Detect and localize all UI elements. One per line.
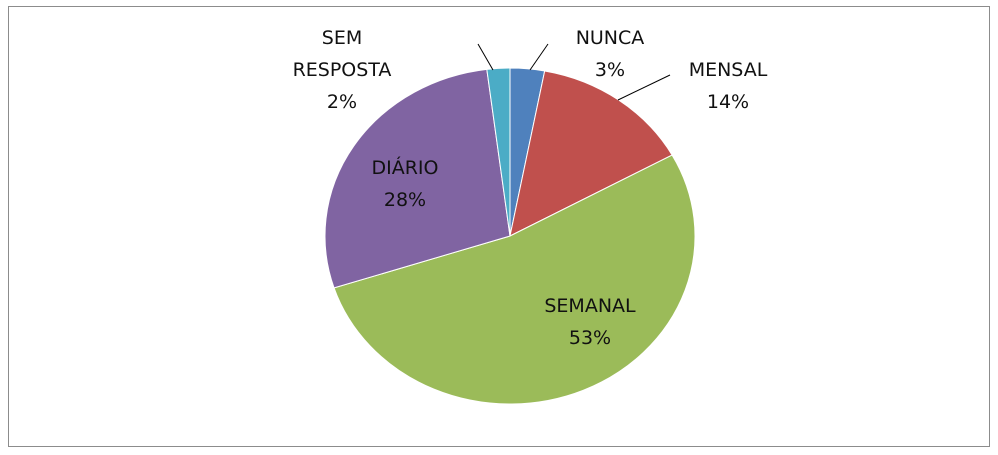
value-label: 53% bbox=[568, 327, 612, 349]
category-label: MENSAL bbox=[688, 59, 768, 81]
value-label: 3% bbox=[594, 59, 626, 81]
slice-label: MENSAL 14% bbox=[668, 54, 788, 118]
leader-line bbox=[477, 43, 494, 71]
leader-line bbox=[529, 43, 549, 71]
value-label: 28% bbox=[383, 189, 427, 211]
leader-line bbox=[617, 74, 671, 101]
pie-slice bbox=[486, 67, 511, 237]
slice-label: NUNCA 3% bbox=[550, 22, 670, 86]
category-label: SEMANAL bbox=[544, 295, 636, 317]
slice-label: SEM RESPOSTA 2% bbox=[292, 22, 392, 118]
slice-label: DIÁRIO 28% bbox=[345, 152, 465, 216]
category-label: SEM RESPOSTA bbox=[292, 27, 392, 81]
pie-slice bbox=[333, 154, 696, 405]
category-label: DIÁRIO bbox=[371, 157, 439, 179]
slice-label: SEMANAL 53% bbox=[520, 290, 660, 354]
value-label: 2% bbox=[326, 91, 358, 113]
value-label: 14% bbox=[706, 91, 750, 113]
pie-slice bbox=[324, 68, 511, 289]
category-label: NUNCA bbox=[575, 27, 645, 49]
